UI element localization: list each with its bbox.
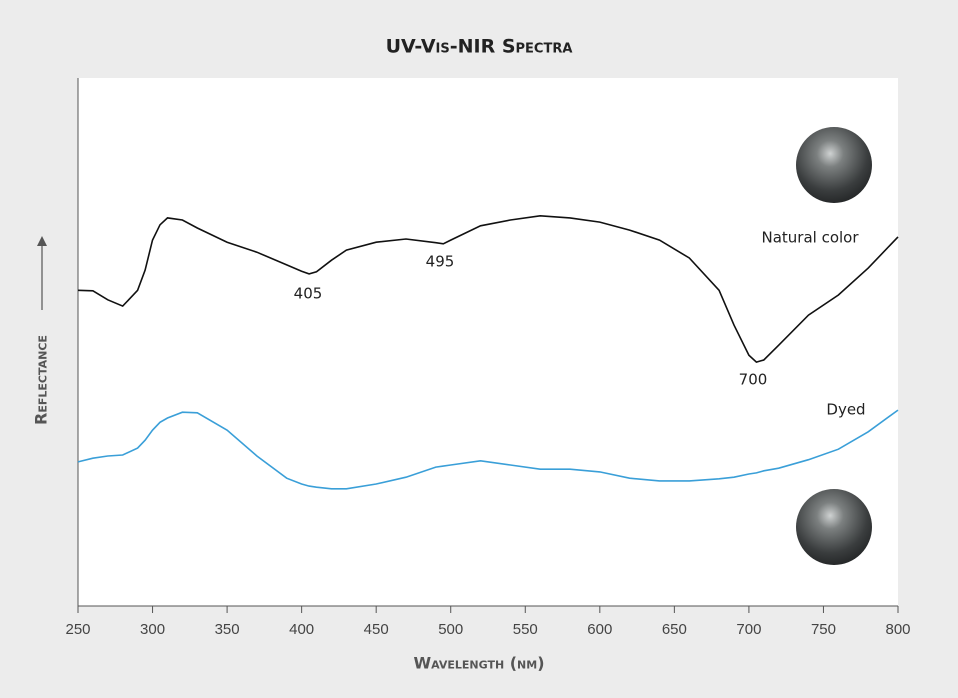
- annotation: 495: [426, 253, 455, 271]
- x-tick-label: 800: [885, 621, 910, 638]
- plot-area: [78, 78, 898, 606]
- chart-title: UV-Vis-NIR Spectra: [386, 36, 573, 58]
- annotation: 405: [294, 285, 323, 303]
- legend-label: Natural color: [761, 229, 859, 247]
- x-tick-label: 550: [513, 621, 538, 638]
- x-tick-label: 500: [438, 621, 463, 638]
- x-tick-label: 350: [215, 621, 240, 638]
- x-tick-label: 700: [736, 621, 761, 638]
- y-axis-label: Reflectance: [32, 335, 51, 425]
- x-tick-label: 750: [811, 621, 836, 638]
- x-tick-label: 650: [662, 621, 687, 638]
- legend-label: Dyed: [826, 401, 865, 419]
- x-tick-label: 450: [364, 621, 389, 638]
- page: UV-Vis-NIR Spectra Wavelength (nm) Refle…: [0, 0, 958, 698]
- x-tick-label: 600: [587, 621, 612, 638]
- pearl-dyed: [796, 489, 872, 565]
- annotation: 700: [739, 371, 768, 389]
- x-tick-label: 400: [289, 621, 314, 638]
- pearl-natural: [796, 127, 872, 203]
- chart: UV-Vis-NIR Spectra Wavelength (nm) Refle…: [0, 0, 958, 698]
- x-axis-label: Wavelength (nm): [413, 654, 544, 673]
- x-tick-label: 250: [65, 621, 90, 638]
- x-tick-label: 300: [140, 621, 165, 638]
